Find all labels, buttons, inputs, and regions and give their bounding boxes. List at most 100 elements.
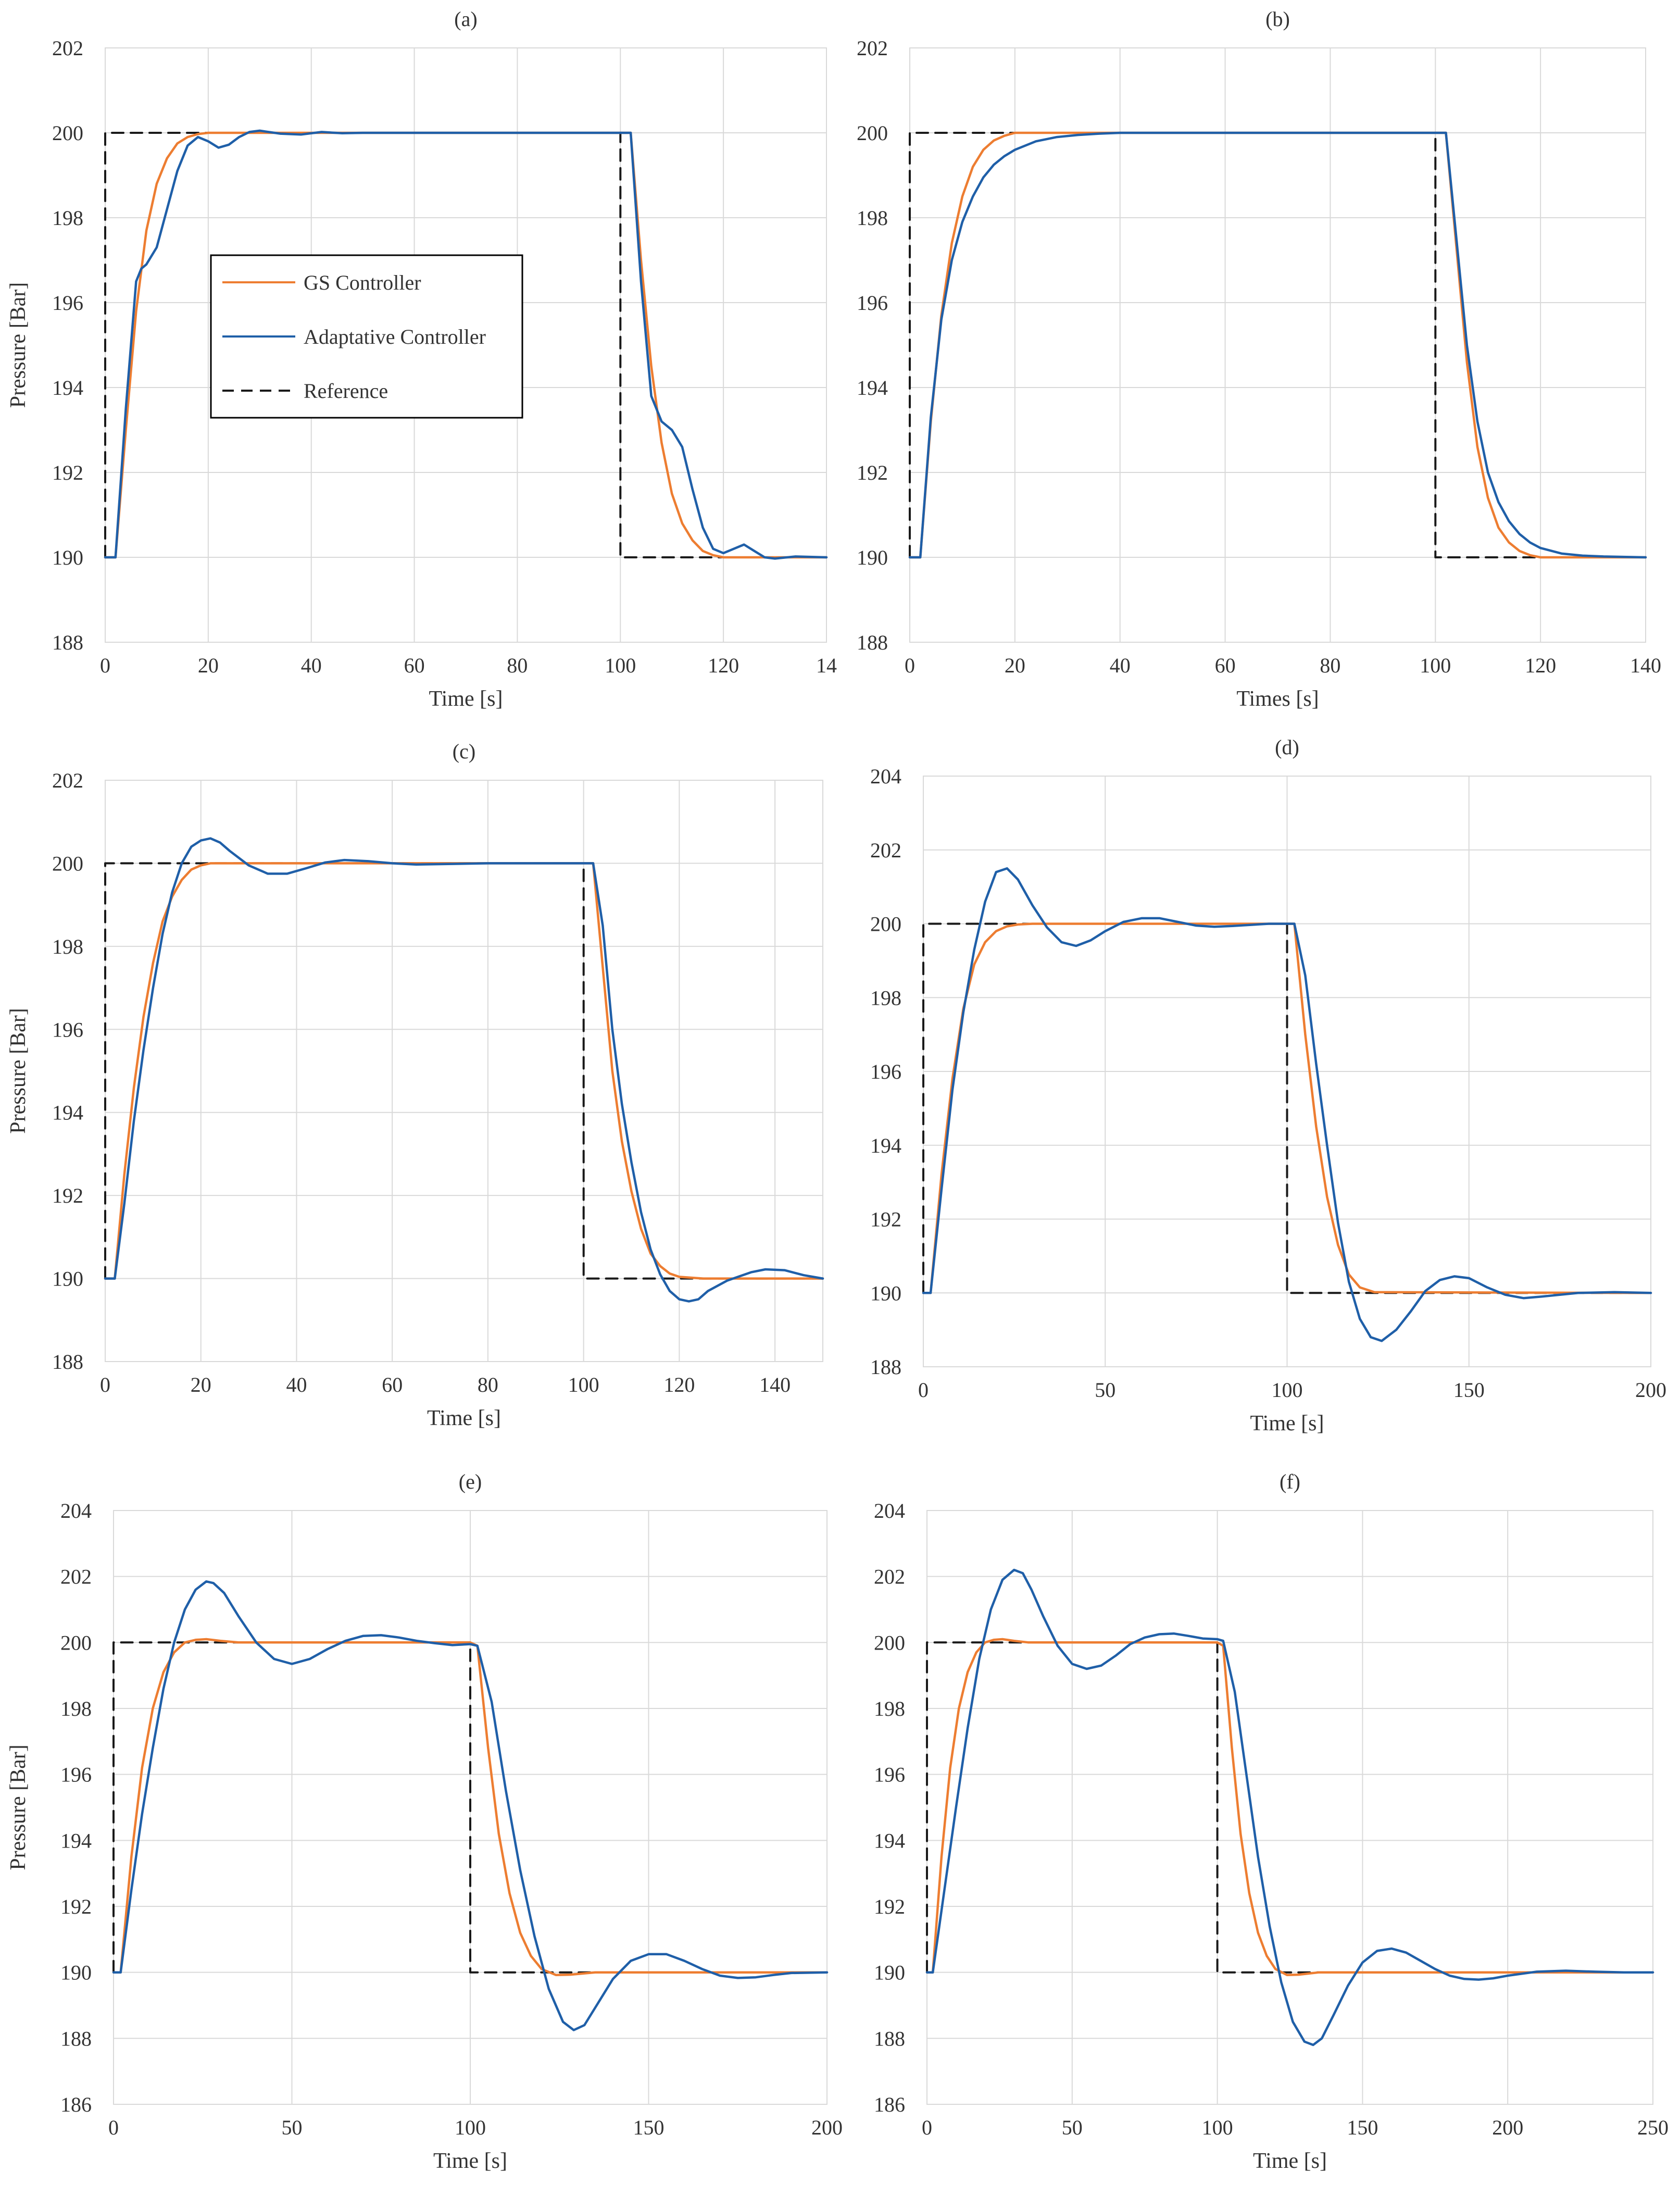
series-line-reference	[909, 132, 1647, 558]
plot-border	[926, 1510, 1653, 2105]
y-tick-label: 198	[52, 935, 83, 958]
y-tick-label: 202	[52, 769, 83, 792]
legend-gs-label: GS Controller	[304, 271, 421, 294]
x-tick-label: 150	[1347, 2116, 1378, 2139]
y-tick-label: 202	[857, 36, 888, 60]
chart-panel: 0 50 100 150 200 188 190 192 194 196 198 200 202 204 (…	[870, 735, 1666, 1436]
x-tick-label: 40	[301, 654, 322, 677]
y-tick-label: 198	[52, 206, 83, 230]
y-tick-label: 188	[874, 2027, 905, 2050]
x-tick-label: 14	[816, 654, 837, 677]
x-tick-label: 0	[108, 2116, 119, 2139]
x-tick-label: 20	[1005, 654, 1025, 677]
x-tick-label: 150	[633, 2116, 665, 2139]
series-line-adaptive	[104, 129, 828, 560]
x-tick-label: 200	[1635, 1378, 1666, 1402]
chart-title: (a)	[454, 7, 477, 31]
x-tick-label: 140	[759, 1373, 791, 1396]
x-tick-label: 0	[100, 654, 110, 677]
x-tick-label: 100	[1420, 654, 1451, 677]
y-tick-label: 200	[52, 121, 83, 145]
y-tick-label: 192	[52, 1184, 83, 1207]
y-tick-label: 186	[874, 2093, 905, 2116]
y-tick-label: 196	[857, 291, 888, 315]
y-tick-label: 192	[870, 1208, 901, 1231]
y-tick-label: 194	[870, 1134, 901, 1157]
chart-panel: 0 20 40 60 80 100 120 140 188 190 192 194 196 198 200 2…	[6, 740, 824, 1430]
y-tick-label: 202	[52, 36, 83, 60]
charts-container: 0 20 40 60 80 100 120 1418819019219419619820020…	[6, 7, 1669, 2173]
x-tick-label: 140	[1630, 654, 1661, 677]
x-tick-label: 60	[382, 1373, 403, 1396]
series-line-adaptive	[104, 837, 824, 1303]
x-tick-label: 40	[286, 1373, 307, 1396]
y-tick-label: 188	[870, 1355, 901, 1379]
y-tick-label: 198	[870, 986, 901, 1009]
y-tick-label: 188	[52, 631, 83, 654]
x-tick-label: 40	[1110, 654, 1131, 677]
y-tick-label: 200	[857, 121, 888, 145]
x-tick-label: 0	[100, 1373, 110, 1396]
y-tick-label: 194	[857, 376, 888, 400]
y-axis-label: Pressure [Bar]	[6, 1744, 30, 1870]
x-tick-label: 0	[918, 1378, 929, 1402]
y-axis-label: Pressure [Bar]	[6, 282, 30, 408]
x-axis-label: Time [s]	[427, 1406, 501, 1430]
x-tick-label: 80	[1320, 654, 1340, 677]
x-axis-label: Times [s]	[1236, 687, 1319, 711]
y-tick-label: 190	[52, 1267, 83, 1291]
series-line-adaptive	[922, 867, 1652, 1342]
series-line-adaptive	[908, 131, 1647, 559]
y-tick-label: 200	[874, 1631, 905, 1654]
y-tick-label: 204	[60, 1499, 92, 1522]
x-tick-label: 20	[198, 654, 219, 677]
y-tick-label: 198	[60, 1697, 92, 1720]
x-tick-label: 0	[922, 2116, 932, 2139]
x-tick-label: 60	[404, 654, 425, 677]
y-tick-label: 200	[52, 852, 83, 875]
x-tick-label: 60	[1215, 654, 1236, 677]
x-tick-label: 150	[1453, 1378, 1485, 1402]
y-tick-label: 192	[857, 461, 888, 484]
x-tick-label: 120	[663, 1373, 695, 1396]
series-line-adaptive	[925, 1568, 1654, 2046]
y-tick-label: 188	[857, 631, 888, 654]
x-tick-label: 0	[905, 654, 915, 677]
x-tick-label: 200	[811, 2116, 843, 2139]
y-tick-label: 204	[874, 1499, 905, 1522]
chart-title: (b)	[1265, 7, 1290, 31]
legend-reference-label: Reference	[304, 379, 388, 403]
x-axis-label: Time [s]	[1253, 2149, 1327, 2173]
y-tick-label: 190	[857, 546, 888, 569]
x-tick-label: 100	[605, 654, 636, 677]
chart-panel: 0 50 100 150 200 186 188 190 192 194 196 198 200 202 2…	[6, 1470, 843, 2173]
y-tick-label: 190	[870, 1281, 901, 1305]
chart-panel: 0 20 40 60 80 100 120 14 188 190 192 194 196 198 200 20…	[6, 7, 837, 711]
x-tick-label: 80	[478, 1373, 498, 1396]
y-tick-label: 186	[60, 2093, 92, 2116]
y-tick-label: 190	[874, 1961, 905, 1985]
x-tick-label: 100	[568, 1373, 599, 1396]
y-tick-label: 198	[857, 206, 888, 230]
x-tick-label: 120	[1525, 654, 1556, 677]
y-tick-label: 196	[874, 1763, 905, 1787]
chart-title: (d)	[1275, 735, 1299, 759]
chart-panel: 0 50 100 150 200 250 186 188 190 192 194 196 198 200 2…	[874, 1470, 1669, 2173]
y-tick-label: 204	[870, 765, 901, 788]
x-axis-label: Time [s]	[433, 2149, 507, 2173]
chart-title: (e)	[459, 1470, 482, 1493]
chart-title: (c)	[453, 740, 475, 763]
x-axis-label: Time [s]	[1250, 1412, 1324, 1436]
y-tick-label: 196	[870, 1060, 901, 1083]
y-tick-label: 198	[874, 1697, 905, 1720]
y-tick-label: 188	[52, 1350, 83, 1374]
chart-title: (f)	[1280, 1470, 1300, 1493]
x-tick-label: 80	[507, 654, 528, 677]
legend-adaptive-label: Adaptative Controller	[304, 325, 486, 348]
x-tick-label: 100	[1272, 1378, 1303, 1402]
x-tick-label: 20	[191, 1373, 211, 1396]
y-tick-label: 194	[60, 1829, 92, 1852]
legend: GS Controller Adaptative Controller Refe…	[210, 254, 523, 419]
plot-border	[923, 776, 1651, 1367]
